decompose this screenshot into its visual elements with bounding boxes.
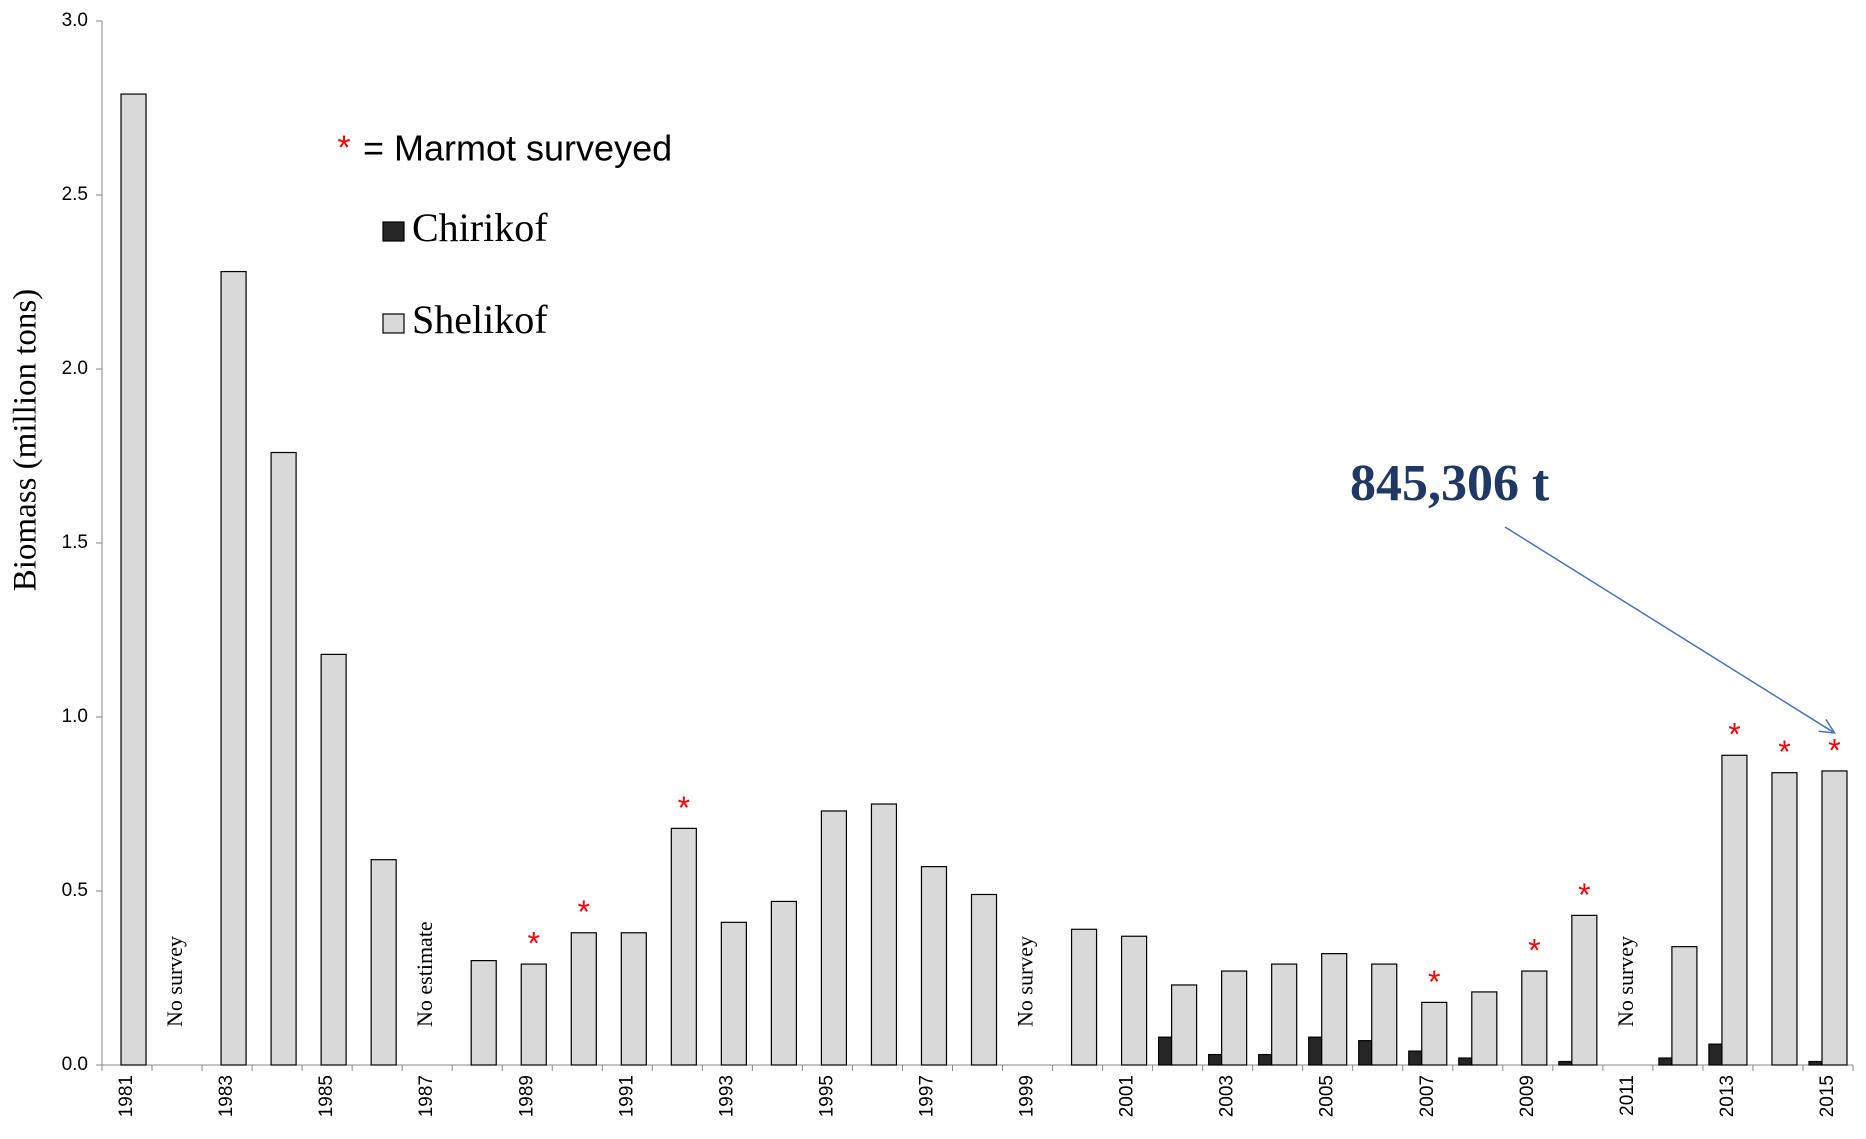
bar — [1658, 1057, 1673, 1066]
legend-marker: * — [337, 129, 350, 167]
bar — [1308, 1036, 1323, 1066]
y-tick-label: 0.0 — [62, 1054, 88, 1075]
bar — [920, 866, 948, 1066]
y-tick-label: 3.0 — [62, 10, 88, 31]
category-note: No survey — [162, 936, 187, 1027]
bar — [770, 900, 797, 1066]
bar — [1371, 963, 1398, 1066]
bar — [1521, 970, 1548, 1066]
bar — [1821, 770, 1848, 1066]
x-tick-label: 1997 — [916, 1075, 937, 1117]
marmot-marker: * — [1778, 734, 1790, 770]
bar — [1070, 928, 1098, 1066]
bar — [1421, 1001, 1448, 1066]
bar — [1471, 991, 1498, 1066]
category-note: No survey — [1013, 936, 1038, 1027]
x-tick-label: 1989 — [516, 1075, 537, 1117]
y-tick-label: 2.0 — [62, 358, 88, 379]
callout-text: 845,306 t — [1350, 455, 1550, 512]
marmot-marker: * — [1728, 717, 1740, 753]
bar — [1458, 1057, 1473, 1066]
bar — [220, 270, 247, 1066]
bar — [1321, 953, 1348, 1066]
bar — [670, 827, 697, 1066]
y-tick-label: 1.0 — [62, 706, 88, 727]
marmot-marker: * — [1828, 732, 1840, 768]
legend-swatch — [382, 221, 405, 242]
x-tick-label: 1995 — [816, 1075, 837, 1117]
bar — [1258, 1053, 1273, 1066]
category-note: No estimate — [412, 921, 437, 1027]
y-tick-label: 2.5 — [62, 184, 88, 205]
bar — [1120, 935, 1148, 1066]
y-axis-label: Biomass (million tons) — [8, 289, 44, 592]
bar — [1271, 963, 1298, 1066]
bar — [1558, 1060, 1573, 1066]
x-tick-label: 1991 — [616, 1075, 637, 1117]
marmot-marker: * — [528, 926, 540, 962]
bar — [1158, 1036, 1173, 1066]
x-tick-label: 1993 — [716, 1075, 737, 1117]
bar — [1358, 1040, 1373, 1066]
x-tick-label: 2013 — [1717, 1075, 1738, 1117]
bar — [1571, 914, 1598, 1066]
bar — [1808, 1060, 1823, 1066]
bar — [120, 93, 147, 1066]
legend-label: Chirikof — [412, 205, 548, 250]
marmot-marker: * — [1578, 877, 1590, 913]
x-tick-label: 2005 — [1317, 1075, 1338, 1117]
marmot-marker: * — [1528, 932, 1540, 968]
bar — [1171, 984, 1198, 1066]
bar — [520, 963, 547, 1066]
x-tick-label: 2007 — [1417, 1075, 1438, 1117]
legend-label: = Marmot surveyed — [363, 128, 672, 169]
bar — [1771, 772, 1798, 1066]
legend-swatch — [382, 313, 405, 334]
marmot-marker: * — [578, 894, 590, 930]
x-tick-label: 2015 — [1817, 1075, 1838, 1117]
bar — [1221, 970, 1248, 1066]
callout-arrow — [1504, 526, 1835, 734]
category-note: No survey — [1613, 936, 1638, 1027]
bar — [470, 959, 497, 1066]
bar — [1708, 1043, 1723, 1066]
x-tick-label: 1983 — [216, 1075, 237, 1117]
x-tick-label: 2003 — [1217, 1075, 1238, 1117]
callout-arrowhead — [1818, 719, 1836, 734]
bar — [820, 810, 848, 1066]
bar — [370, 859, 397, 1066]
bar — [320, 653, 347, 1066]
bar — [1408, 1050, 1423, 1066]
bar — [870, 803, 898, 1066]
legend-label: Shelikof — [412, 297, 548, 342]
bar — [720, 921, 747, 1066]
bar — [970, 893, 998, 1066]
bar — [570, 932, 597, 1066]
bar — [620, 932, 647, 1066]
x-tick-label: 1985 — [316, 1075, 337, 1117]
bar — [1208, 1053, 1223, 1066]
marmot-marker: * — [678, 790, 690, 826]
bar — [270, 451, 297, 1066]
bar — [1671, 946, 1698, 1066]
x-tick-label: 1981 — [116, 1075, 137, 1117]
x-tick-label: 2009 — [1517, 1075, 1538, 1117]
y-tick-label: 1.5 — [62, 532, 88, 553]
x-tick-label: 1999 — [1017, 1075, 1038, 1117]
bar — [1721, 754, 1748, 1066]
x-tick-label: 2001 — [1117, 1075, 1138, 1117]
marmot-marker: * — [1428, 964, 1440, 1000]
x-tick-label: 2011 — [1617, 1075, 1638, 1116]
x-tick-label: 1987 — [416, 1075, 437, 1117]
y-tick-label: 0.5 — [62, 880, 88, 901]
